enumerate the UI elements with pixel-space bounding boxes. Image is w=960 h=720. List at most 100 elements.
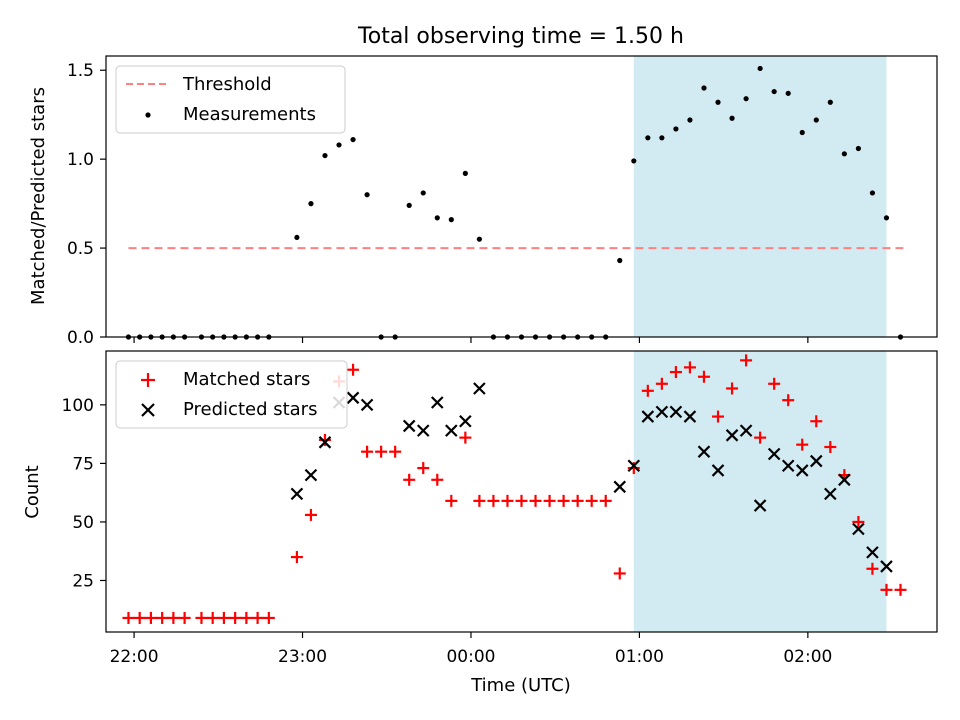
matched-star-point [122, 611, 135, 624]
measurement-point [617, 257, 623, 264]
measurement-point [659, 135, 665, 141]
y-tick-label: 0.5 [67, 239, 94, 259]
predicted-star-point [318, 436, 332, 449]
bottom-panel: 22:00 23:00 00:00 01:00 02:00 25 50 75 100 Coun… [22, 350, 938, 696]
predicted-star-point [795, 464, 809, 477]
predicted-star-point [880, 560, 893, 573]
matched-star-point [262, 611, 275, 624]
matched-star-point [251, 611, 264, 624]
predicted-star-point [459, 414, 472, 428]
measurement-point [785, 90, 791, 96]
measurement-point [729, 115, 735, 121]
matched-star-point [627, 462, 640, 475]
observing-window-shade [633, 351, 887, 632]
x-tick-label: 22:00 [110, 647, 159, 667]
predicted-star-point [739, 424, 753, 437]
matched-star-point [655, 377, 668, 390]
matched-star-point [810, 415, 823, 428]
matched-star-point [796, 438, 809, 451]
matched-star-point [133, 611, 146, 624]
measurement-point [799, 129, 805, 136]
bottom-legend: Matched stars Predicted stars [115, 360, 348, 429]
matched-star-point [417, 462, 430, 475]
matched-star-point [501, 494, 514, 507]
measurement-point [294, 234, 300, 241]
predicted-star-point [416, 424, 430, 437]
matched-star-point [697, 370, 710, 383]
y-tick-label: 50 [72, 513, 94, 533]
measurement-point [687, 117, 693, 123]
matched-star-point [712, 410, 725, 423]
predicted-legend-marker [141, 403, 155, 417]
chart-title: Total observing time = 1.50 h [357, 24, 684, 49]
measurement-point [673, 126, 679, 132]
measurement-point [631, 158, 637, 164]
predicted-star-point [697, 445, 711, 458]
measurement-point [308, 201, 314, 207]
matched-star-point [866, 562, 879, 575]
matched-star-point [880, 583, 893, 596]
measurement-point [813, 117, 819, 123]
measurement-point [645, 135, 651, 141]
predicted-star-point [767, 447, 781, 461]
predicted-legend-label: Predicted stars [183, 399, 317, 420]
matched-star-point [195, 611, 208, 624]
predicted-star-point [866, 546, 879, 559]
matched-star-point [641, 384, 654, 397]
matched-star-point [599, 494, 612, 507]
x-tick-label: 00:00 [446, 647, 495, 667]
matched-star-point [178, 611, 191, 624]
measurement-point [771, 88, 777, 95]
predicted-star-point [725, 429, 739, 442]
matched-star-point [229, 611, 242, 624]
measurement-point [715, 99, 721, 105]
matched-star-point [740, 354, 753, 367]
matched-star-point [389, 445, 402, 458]
shaded-region [633, 351, 887, 632]
matched-star-point [894, 583, 907, 596]
top-panel: 0.0 0.5 1.0 1.5 Matched/Predicted stars Thr… [28, 55, 938, 348]
measurement-point [462, 170, 468, 176]
matched-star-point [669, 366, 682, 379]
matched-star-point [156, 611, 169, 624]
bottom-legend-box [115, 360, 348, 429]
measurement-point [364, 192, 370, 198]
predicted-star-point [473, 382, 486, 395]
matched-star-point [585, 494, 598, 507]
matched-star-point [144, 611, 157, 624]
top-x-ticks [133, 337, 809, 343]
predicted-star-point [711, 464, 725, 477]
predicted-star-point [838, 473, 851, 487]
matched-star-point [852, 515, 865, 528]
measurement-point [406, 202, 412, 208]
matched-star-point [304, 508, 317, 521]
measurement-point [350, 136, 356, 143]
predicted-star-point [683, 410, 697, 423]
measurement-point [743, 96, 749, 102]
matched-star-point [240, 611, 253, 624]
matched-star-point [361, 445, 374, 458]
matched-star-point [318, 433, 331, 446]
x-axis-label: Time (UTC) [470, 675, 571, 696]
measurements-legend-marker [145, 112, 151, 118]
matched-legend-label: Matched stars [183, 369, 310, 390]
predicted-star-point [304, 468, 318, 482]
predicted-star-point [753, 499, 767, 512]
matched-star-point [571, 494, 584, 507]
predicted-star-point [852, 522, 865, 536]
matched-star-point [487, 494, 500, 507]
matched-star-point [459, 431, 472, 444]
matched-star-point [768, 377, 781, 390]
measurement-point [701, 85, 707, 91]
predicted-star-point [781, 459, 795, 473]
matched-star-point [754, 431, 767, 444]
x-tick-label: 02:00 [783, 647, 832, 667]
measurement-point [448, 217, 454, 223]
y-tick-label: 75 [72, 454, 94, 474]
matched-star-point [206, 611, 219, 624]
matched-star-point [782, 394, 795, 407]
y-tick-label: 1.5 [67, 61, 94, 81]
predicted-star-point [669, 405, 683, 419]
top-legend: Threshold Measurements [115, 65, 346, 134]
